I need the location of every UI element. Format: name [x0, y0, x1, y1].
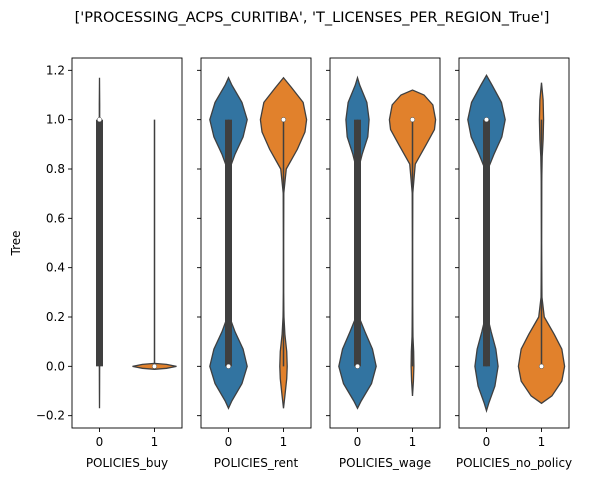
- violin-box: [354, 119, 361, 367]
- median-marker: [354, 363, 361, 369]
- median-marker: [151, 363, 158, 369]
- x-tick-label: 0: [483, 435, 491, 449]
- y-tick-label: 0.6: [46, 211, 65, 225]
- x-tick-label: 1: [280, 435, 288, 449]
- panel-4: 0 1 POLICIES_no_policy: [456, 57, 572, 470]
- x-tick-label: 1: [409, 435, 417, 449]
- panel-frame: [329, 57, 441, 429]
- figure-title: ['PROCESSING_ACPS_CURITIBA', 'T_LICENSES…: [75, 10, 550, 26]
- y-tick-label: 1.0: [46, 113, 65, 127]
- x-axis-label: POLICIES_rent: [214, 456, 299, 470]
- y-tick-label: 1.2: [46, 63, 65, 77]
- panel-3: 0 1 POLICIES_wage: [329, 57, 441, 470]
- x-tick-label: 1: [538, 435, 546, 449]
- y-axis-label: Tree: [9, 230, 23, 256]
- median-marker: [96, 117, 103, 123]
- panel-frame: [71, 57, 183, 429]
- x-tick-label: 0: [225, 435, 233, 449]
- median-marker: [409, 117, 416, 123]
- y-tick-label: −0.2: [36, 409, 65, 423]
- violin-box: [96, 119, 103, 367]
- y-tick-label: 0.4: [46, 261, 65, 275]
- y-tick-label: 0.2: [46, 310, 65, 324]
- x-tick-label: 0: [96, 435, 104, 449]
- median-marker: [483, 117, 490, 123]
- violin-box: [225, 119, 232, 367]
- x-tick-label: 0: [354, 435, 362, 449]
- x-axis-label: POLICIES_wage: [339, 456, 431, 470]
- median-marker: [538, 363, 545, 369]
- y-tick-label: 0.0: [46, 359, 65, 373]
- panel-1: 0 1 POLICIES_buy: [71, 57, 183, 470]
- x-tick-label: 1: [151, 435, 159, 449]
- y-tick-label: 0.8: [46, 162, 65, 176]
- x-axis-label: POLICIES_no_policy: [456, 456, 572, 470]
- median-marker: [280, 117, 287, 123]
- x-axis-label: POLICIES_buy: [86, 456, 168, 470]
- violin-box: [483, 119, 490, 367]
- median-marker: [225, 363, 232, 369]
- panel-2: 0 1 POLICIES_rent: [200, 57, 312, 470]
- panel-frame: [200, 57, 312, 429]
- panel-frame: [458, 57, 570, 429]
- panels: 0 1 POLICIES_buy 0 1 POLICIES_rent 0 1 POLICIES_…: [71, 57, 572, 470]
- y-axis: −0.2 0.0 0.2 0.4 0.6 0.8 1.0 1.2: [36, 63, 459, 423]
